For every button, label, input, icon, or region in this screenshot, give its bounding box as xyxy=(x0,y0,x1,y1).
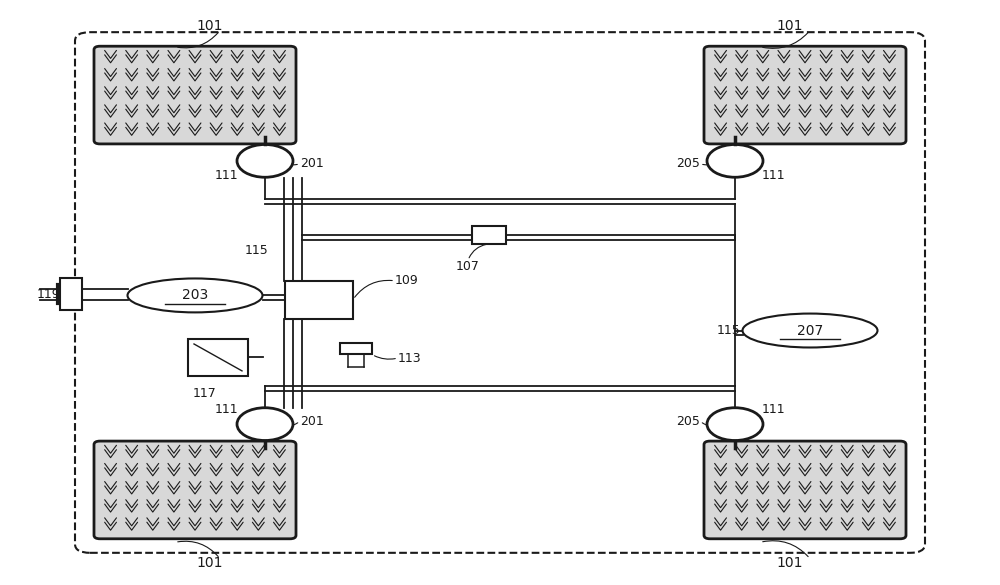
Text: 101: 101 xyxy=(197,19,223,33)
FancyBboxPatch shape xyxy=(704,441,906,539)
Text: 201: 201 xyxy=(300,157,324,170)
Text: 205: 205 xyxy=(676,415,700,428)
Circle shape xyxy=(237,408,293,441)
Circle shape xyxy=(237,144,293,177)
Text: 111: 111 xyxy=(214,403,238,416)
FancyBboxPatch shape xyxy=(94,46,296,144)
Text: 109: 109 xyxy=(395,274,419,287)
Circle shape xyxy=(707,408,763,441)
Text: 111: 111 xyxy=(762,403,786,416)
Text: 203: 203 xyxy=(182,288,208,302)
Ellipse shape xyxy=(128,278,262,312)
Text: 107: 107 xyxy=(456,260,480,273)
Text: 101: 101 xyxy=(197,556,223,570)
Text: 205: 205 xyxy=(676,157,700,170)
Bar xyxy=(60,278,82,310)
Bar xyxy=(285,281,353,319)
Text: 111: 111 xyxy=(762,169,786,182)
Text: 117: 117 xyxy=(193,387,217,400)
Text: 119: 119 xyxy=(36,288,60,301)
Bar xyxy=(188,339,248,376)
Text: 113: 113 xyxy=(398,352,422,364)
Bar xyxy=(472,226,506,244)
Text: 101: 101 xyxy=(777,556,803,570)
Bar xyxy=(340,343,372,354)
Text: 115: 115 xyxy=(716,324,740,337)
Text: 115: 115 xyxy=(244,244,268,257)
Text: 111: 111 xyxy=(214,169,238,182)
FancyBboxPatch shape xyxy=(704,46,906,144)
Text: 207: 207 xyxy=(797,324,823,338)
Circle shape xyxy=(707,144,763,177)
Text: 201: 201 xyxy=(300,415,324,428)
FancyBboxPatch shape xyxy=(94,441,296,539)
Ellipse shape xyxy=(742,314,878,347)
Text: 101: 101 xyxy=(777,19,803,33)
